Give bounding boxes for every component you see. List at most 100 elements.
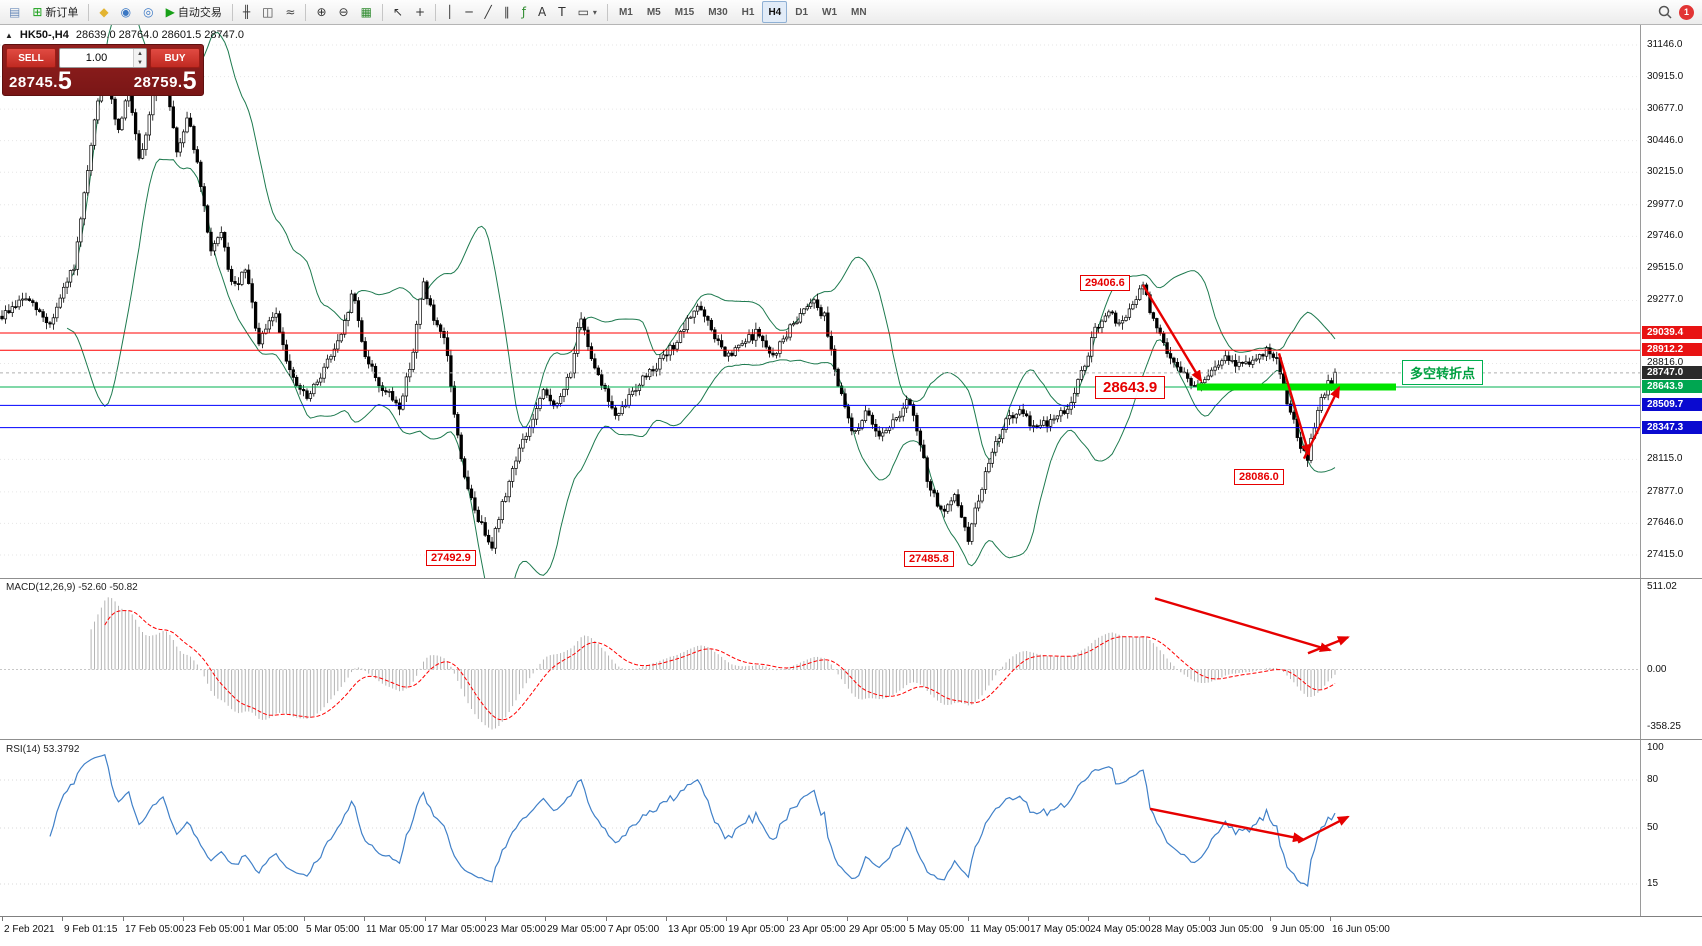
trend-arrow [1277, 353, 1311, 457]
timeframe-mn-button[interactable]: MN [851, 6, 867, 18]
price-scale-tick: 30677.0 [1647, 103, 1684, 114]
time-tick [1209, 917, 1210, 921]
community-icon: ◉ [120, 5, 132, 19]
timeframe-m5-button[interactable]: M5 [646, 6, 661, 18]
zoom-in-button[interactable]: ⊕ [311, 1, 331, 23]
buy-button[interactable]: BUY [150, 48, 200, 68]
label-icon: T [558, 5, 566, 19]
time-tick [1270, 917, 1271, 921]
volume-input[interactable] [60, 49, 133, 67]
bar-chart-type-button[interactable]: ╫ [238, 1, 255, 23]
time-label: 29 Apr 05:00 [849, 924, 906, 935]
volume-up-icon[interactable]: ▲ [137, 50, 143, 57]
fibonacci-button[interactable]: ƒ [517, 1, 531, 23]
metaeditor-button[interactable]: ◆ [94, 1, 113, 23]
price-badge-28643.9: 28643.9 [1642, 380, 1702, 393]
price-annotation-28086.0[interactable]: 28086.0 [1234, 469, 1284, 485]
volume-down-icon[interactable]: ▼ [137, 59, 143, 66]
community-button[interactable]: ◉ [116, 1, 136, 23]
search-icon[interactable] [1658, 5, 1672, 19]
tile-windows-button[interactable]: ▦ [356, 1, 377, 23]
rsi-scale-tick: 100 [1647, 742, 1664, 753]
vertical-line-button[interactable]: │ [441, 1, 458, 23]
collapse-triangle-icon[interactable]: ▲ [5, 30, 13, 40]
timeframe-h1-button[interactable]: H1 [741, 6, 755, 18]
time-tick [364, 917, 365, 921]
candlestick-type-button[interactable]: ◫ [257, 1, 278, 23]
rsi-pane[interactable] [0, 740, 1640, 916]
pane-separator[interactable] [0, 578, 1702, 579]
sell-price-big-digit: 5 [57, 67, 73, 95]
notification-badge[interactable]: 1 [1679, 4, 1694, 20]
timeframe-m30-button[interactable]: M30 [708, 6, 728, 18]
horizontal-line-button[interactable]: ─ [460, 1, 477, 23]
price-annotation-27485.8[interactable]: 27485.8 [904, 551, 954, 567]
time-tick [666, 917, 667, 921]
text-button[interactable]: A [533, 1, 551, 23]
zoom-out-button[interactable]: ⊖ [334, 1, 354, 23]
time-label: 2 Feb 2021 [4, 924, 55, 935]
time-tick [726, 917, 727, 921]
time-tick [1149, 917, 1150, 921]
one-click-trading-panel: SELL ▲ ▼ BUY 28745.5 28759.5 [2, 44, 204, 96]
market-button[interactable]: ◎ [138, 1, 158, 23]
autotrade-button[interactable]: ▶ 自动交易 [161, 1, 227, 23]
trendline-button[interactable]: ╱ [480, 1, 497, 23]
buy-price: 28759. 5 [134, 67, 197, 95]
line-chart-type-button[interactable]: ≈ [280, 1, 300, 23]
channel-button[interactable]: ∥ [499, 1, 515, 23]
vertical-line-icon: │ [446, 5, 454, 19]
buy-price-big-digit: 5 [182, 67, 197, 95]
cursor-button[interactable]: ↖ [388, 1, 408, 23]
time-label: 23 Apr 05:00 [789, 924, 846, 935]
macd-pane[interactable] [0, 579, 1640, 739]
price-annotation-27492.9[interactable]: 27492.9 [426, 550, 476, 566]
timeframe-h4-button[interactable]: H4 [762, 1, 788, 23]
price-annotation-29406.6[interactable]: 29406.6 [1080, 275, 1130, 291]
rsi-scale: 100 80 50 15 [1640, 740, 1702, 916]
time-tick [1088, 917, 1089, 921]
time-tick [304, 917, 305, 921]
chart-window-button[interactable]: ▤ [4, 1, 25, 23]
rsi-scale-tick: 80 [1647, 774, 1659, 785]
bollinger-lower-band [66, 158, 1336, 578]
time-tick [425, 917, 426, 921]
pane-separator[interactable] [0, 739, 1702, 740]
macd-label: MACD(12,26,9) -52.60 -50.82 [6, 582, 138, 593]
shapes-button[interactable]: ▭ ▾ [573, 1, 602, 23]
chart-area[interactable]: ▲ HK50-,H4 28639.0 28764.0 28601.5 28747… [0, 25, 1702, 946]
price-scale-tick: 27415.0 [1647, 549, 1684, 560]
new-order-button[interactable]: ⊞ 新订单 [27, 1, 83, 23]
time-label: 11 May 05:00 [970, 924, 1030, 935]
toolbar: ▤ ⊞ 新订单 ◆ ◉ ◎ ▶ 自动交易 ╫ ◫ ≈ ⊕ ⊖ ▦ ↖ + │ ─ ╱ ∥ ƒ A T ▭ ▾ M1 M5 M15 M30… [0, 0, 1702, 25]
timeframe-d1-button[interactable]: D1 [795, 6, 809, 18]
text-icon: A [538, 5, 547, 19]
toolbar-separator [305, 3, 307, 21]
time-tick [62, 917, 63, 921]
time-label: 9 Jun 05:00 [1272, 924, 1325, 935]
time-tick [1330, 917, 1331, 921]
macd-signal-line [104, 610, 1336, 721]
sell-button[interactable]: SELL [6, 48, 56, 68]
time-tick [123, 917, 124, 921]
timeframe-m15-button[interactable]: M15 [674, 6, 695, 18]
price-annotation-28643.9[interactable]: 28643.9 [1095, 376, 1166, 399]
time-label: 5 Mar 05:00 [306, 924, 360, 935]
crosshair-button[interactable]: + [410, 1, 430, 23]
price-scale-tick: 28816.0 [1647, 357, 1684, 368]
timeframe-m1-button[interactable]: M1 [618, 6, 633, 18]
sell-price: 28745. 5 [9, 67, 73, 95]
price-scale: 31146.0 30915.0 30677.0 30446.0 30215.0 29977… [1640, 25, 1702, 578]
rsi-scale-tick: 15 [1647, 878, 1659, 889]
time-label: 16 Jun 05:00 [1332, 924, 1390, 935]
trend-arrow [1141, 284, 1203, 383]
label-button[interactable]: T [553, 1, 570, 23]
turning-point-label[interactable]: 多空转折点 [1402, 360, 1484, 385]
market-icon: ◎ [143, 5, 154, 19]
price-pane[interactable] [0, 25, 1640, 578]
price-scale-tick: 27877.0 [1647, 486, 1684, 497]
tile-windows-icon: ▦ [360, 5, 372, 19]
toolbar-right: 1 [1658, 4, 1698, 20]
macd-scale-tick: 511.02 [1647, 581, 1677, 592]
timeframe-w1-button[interactable]: W1 [822, 6, 838, 18]
